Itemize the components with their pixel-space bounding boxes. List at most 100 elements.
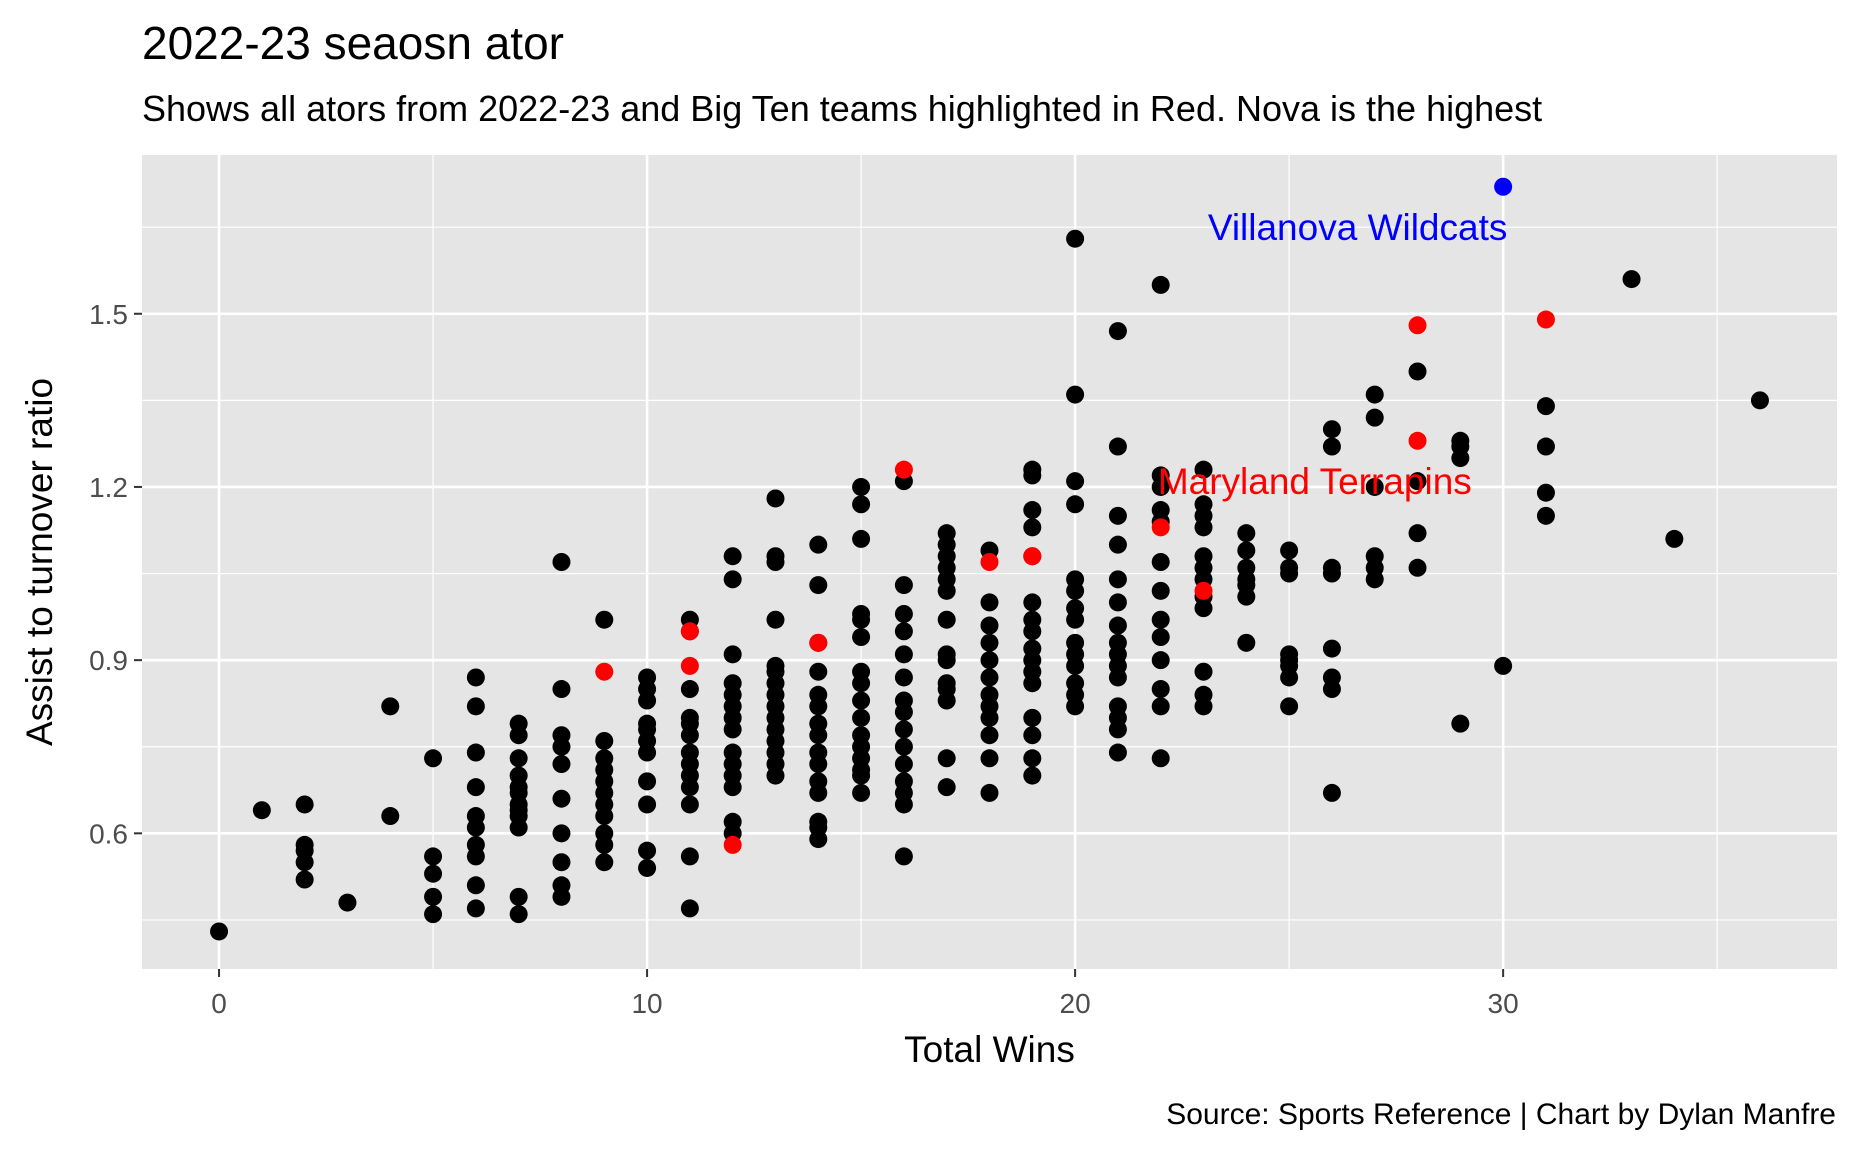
data-point — [1365, 570, 1384, 589]
annotations: Villanova Wildcats Maryland Terrapins — [1158, 207, 1508, 502]
data-point — [894, 576, 913, 595]
data-point — [1023, 674, 1042, 693]
chart-subtitle: Shows all ators from 2022-23 and Big Ten… — [142, 88, 1543, 129]
data-point — [766, 553, 785, 571]
data-point — [680, 656, 699, 675]
data-points — [210, 177, 1769, 941]
data-point — [809, 576, 828, 595]
data-point — [1494, 656, 1513, 675]
data-point — [466, 847, 485, 866]
data-point — [552, 853, 571, 872]
data-point — [723, 645, 742, 664]
data-point — [1108, 322, 1127, 341]
data-point — [1108, 720, 1127, 739]
data-point — [552, 887, 571, 906]
data-point — [509, 818, 528, 837]
data-point — [809, 535, 828, 554]
data-point — [1408, 472, 1427, 491]
data-point — [1194, 599, 1213, 618]
data-point — [381, 807, 400, 826]
data-point — [552, 680, 571, 699]
data-point — [509, 749, 528, 768]
data-point — [1408, 524, 1427, 543]
data-point — [295, 795, 314, 814]
data-point — [680, 847, 699, 866]
chart-title: 2022-23 seaosn ator — [142, 17, 564, 69]
data-point — [1066, 472, 1085, 491]
chart-caption: Source: Sports Reference | Chart by Dyla… — [1166, 1098, 1836, 1131]
data-point — [1280, 541, 1299, 560]
data-point — [809, 755, 828, 774]
data-point — [1066, 610, 1085, 629]
data-point — [552, 789, 571, 808]
y-tick-label: 0.6 — [89, 818, 128, 849]
y-tick-label: 1.2 — [89, 472, 128, 503]
data-point — [1322, 437, 1341, 456]
data-point — [766, 766, 785, 785]
data-point — [1023, 501, 1042, 520]
data-point — [1494, 177, 1513, 196]
data-point — [1151, 628, 1170, 647]
data-point — [1194, 662, 1213, 681]
point-annotation: Villanova Wildcats — [1208, 207, 1508, 248]
data-point — [1066, 495, 1085, 514]
data-point — [424, 905, 443, 924]
data-point — [852, 674, 871, 693]
data-point — [980, 616, 999, 635]
data-point — [894, 795, 913, 814]
data-point — [1408, 558, 1427, 577]
data-point — [252, 801, 271, 820]
data-point — [1023, 466, 1042, 485]
data-point — [338, 893, 357, 912]
data-point — [1151, 275, 1170, 294]
data-point — [1066, 656, 1085, 675]
data-point — [1622, 270, 1641, 289]
data-point — [509, 887, 528, 906]
data-point — [723, 778, 742, 797]
data-point — [1237, 541, 1256, 560]
data-point — [852, 610, 871, 629]
data-point — [1108, 570, 1127, 589]
data-point — [894, 847, 913, 866]
data-point — [894, 737, 913, 756]
data-point — [1451, 714, 1470, 733]
data-point — [852, 708, 871, 727]
y-axis-title: Assist to turnover ratio — [19, 378, 60, 746]
data-point — [1536, 310, 1555, 329]
x-tick-label: 20 — [1060, 988, 1091, 1019]
data-point — [1066, 229, 1085, 248]
data-point — [894, 645, 913, 664]
data-point — [1151, 610, 1170, 629]
data-point — [1408, 316, 1427, 335]
data-point — [1536, 506, 1555, 525]
data-point — [295, 853, 314, 872]
data-point — [1023, 708, 1042, 727]
data-point — [1194, 518, 1213, 537]
grid-lines — [142, 155, 1837, 969]
data-point — [766, 489, 785, 508]
data-point — [1151, 477, 1170, 496]
axis-ticks: 0 10 20 30 0.6 0.9 1.2 1.5 — [89, 299, 1519, 1019]
data-point — [723, 720, 742, 739]
data-point — [1665, 529, 1684, 548]
data-point — [937, 778, 956, 797]
data-point — [980, 593, 999, 612]
data-point — [1023, 593, 1042, 612]
data-point — [1237, 524, 1256, 543]
data-point — [595, 807, 614, 826]
y-tick-label: 0.9 — [89, 645, 128, 676]
data-point — [1023, 749, 1042, 768]
data-point — [1322, 420, 1341, 439]
data-point — [937, 749, 956, 768]
data-point — [1023, 518, 1042, 537]
data-point — [937, 691, 956, 710]
data-point — [466, 876, 485, 895]
data-point — [638, 743, 657, 762]
data-point — [1280, 668, 1299, 687]
data-point — [680, 622, 699, 641]
data-point — [937, 610, 956, 629]
x-axis-title: Total Wins — [904, 1029, 1075, 1070]
data-point — [894, 668, 913, 687]
data-point — [852, 529, 871, 548]
data-point — [852, 783, 871, 802]
